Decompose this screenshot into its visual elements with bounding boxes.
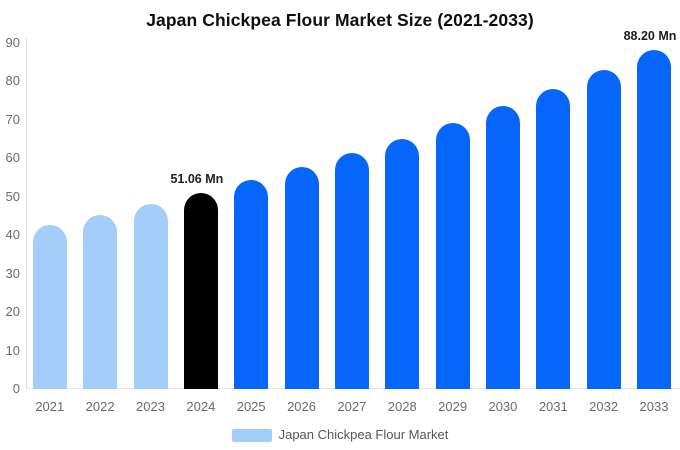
y-tick-40: 40: [5, 227, 20, 243]
y-tick-20: 20: [5, 304, 20, 320]
y-tick-90: 90: [5, 35, 20, 50]
y-tick-10: 10: [5, 342, 20, 358]
bar-2029[interactable]: [435, 122, 470, 389]
x-label-2022: 2022: [85, 399, 115, 414]
x-label-2028: 2028: [387, 399, 417, 414]
x-label-2026: 2026: [287, 399, 316, 414]
plot-area: 51.06 Mn 88.20 Mn: [27, 29, 676, 389]
legend-label: Japan Chickpea Flour Market: [278, 427, 449, 442]
legend-swatch-icon: [231, 428, 272, 442]
value-label-2024: 51.06 Mn: [170, 171, 224, 186]
y-tick-60: 60: [5, 150, 20, 166]
x-label-2021: 2021: [35, 399, 65, 414]
y-tick-30: 30: [5, 265, 20, 281]
y-axis-line: [26, 38, 27, 389]
bar-2021[interactable]: [32, 225, 67, 389]
x-label-2029: 2029: [438, 399, 468, 414]
x-label-2027: 2027: [337, 399, 367, 414]
x-label-2025: 2025: [236, 399, 266, 414]
x-label-2032: 2032: [589, 399, 619, 414]
x-label-2024: 2024: [186, 399, 216, 414]
bar-2022[interactable]: [83, 215, 118, 389]
y-tick-70: 70: [5, 111, 20, 127]
bar-2031[interactable]: [536, 88, 571, 389]
bar-2033[interactable]: [637, 49, 671, 389]
bar-2027[interactable]: [334, 153, 369, 389]
bar-2030[interactable]: [485, 106, 520, 389]
y-tick-80: 80: [5, 73, 20, 89]
y-tick-50: 50: [5, 188, 20, 204]
legend-item[interactable]: Japan Chickpea Flour Market: [0, 427, 680, 443]
bar-2028[interactable]: [385, 138, 420, 389]
x-label-2033: 2033: [639, 399, 669, 414]
bar-2025[interactable]: [234, 180, 269, 389]
bar-2032[interactable]: [586, 69, 621, 389]
y-tick-0: 0: [12, 381, 20, 396]
value-label-2033: 88.20 Mn: [623, 28, 677, 43]
bar-2026[interactable]: [284, 167, 319, 389]
x-label-2023: 2023: [136, 399, 165, 414]
x-label-2031: 2031: [538, 399, 568, 414]
bar-2023[interactable]: [133, 204, 168, 389]
x-label-2030: 2030: [488, 399, 518, 414]
chart-title: Japan Chickpea Flour Market Size (2021-2…: [146, 10, 534, 30]
bar-2024[interactable]: [183, 192, 218, 389]
